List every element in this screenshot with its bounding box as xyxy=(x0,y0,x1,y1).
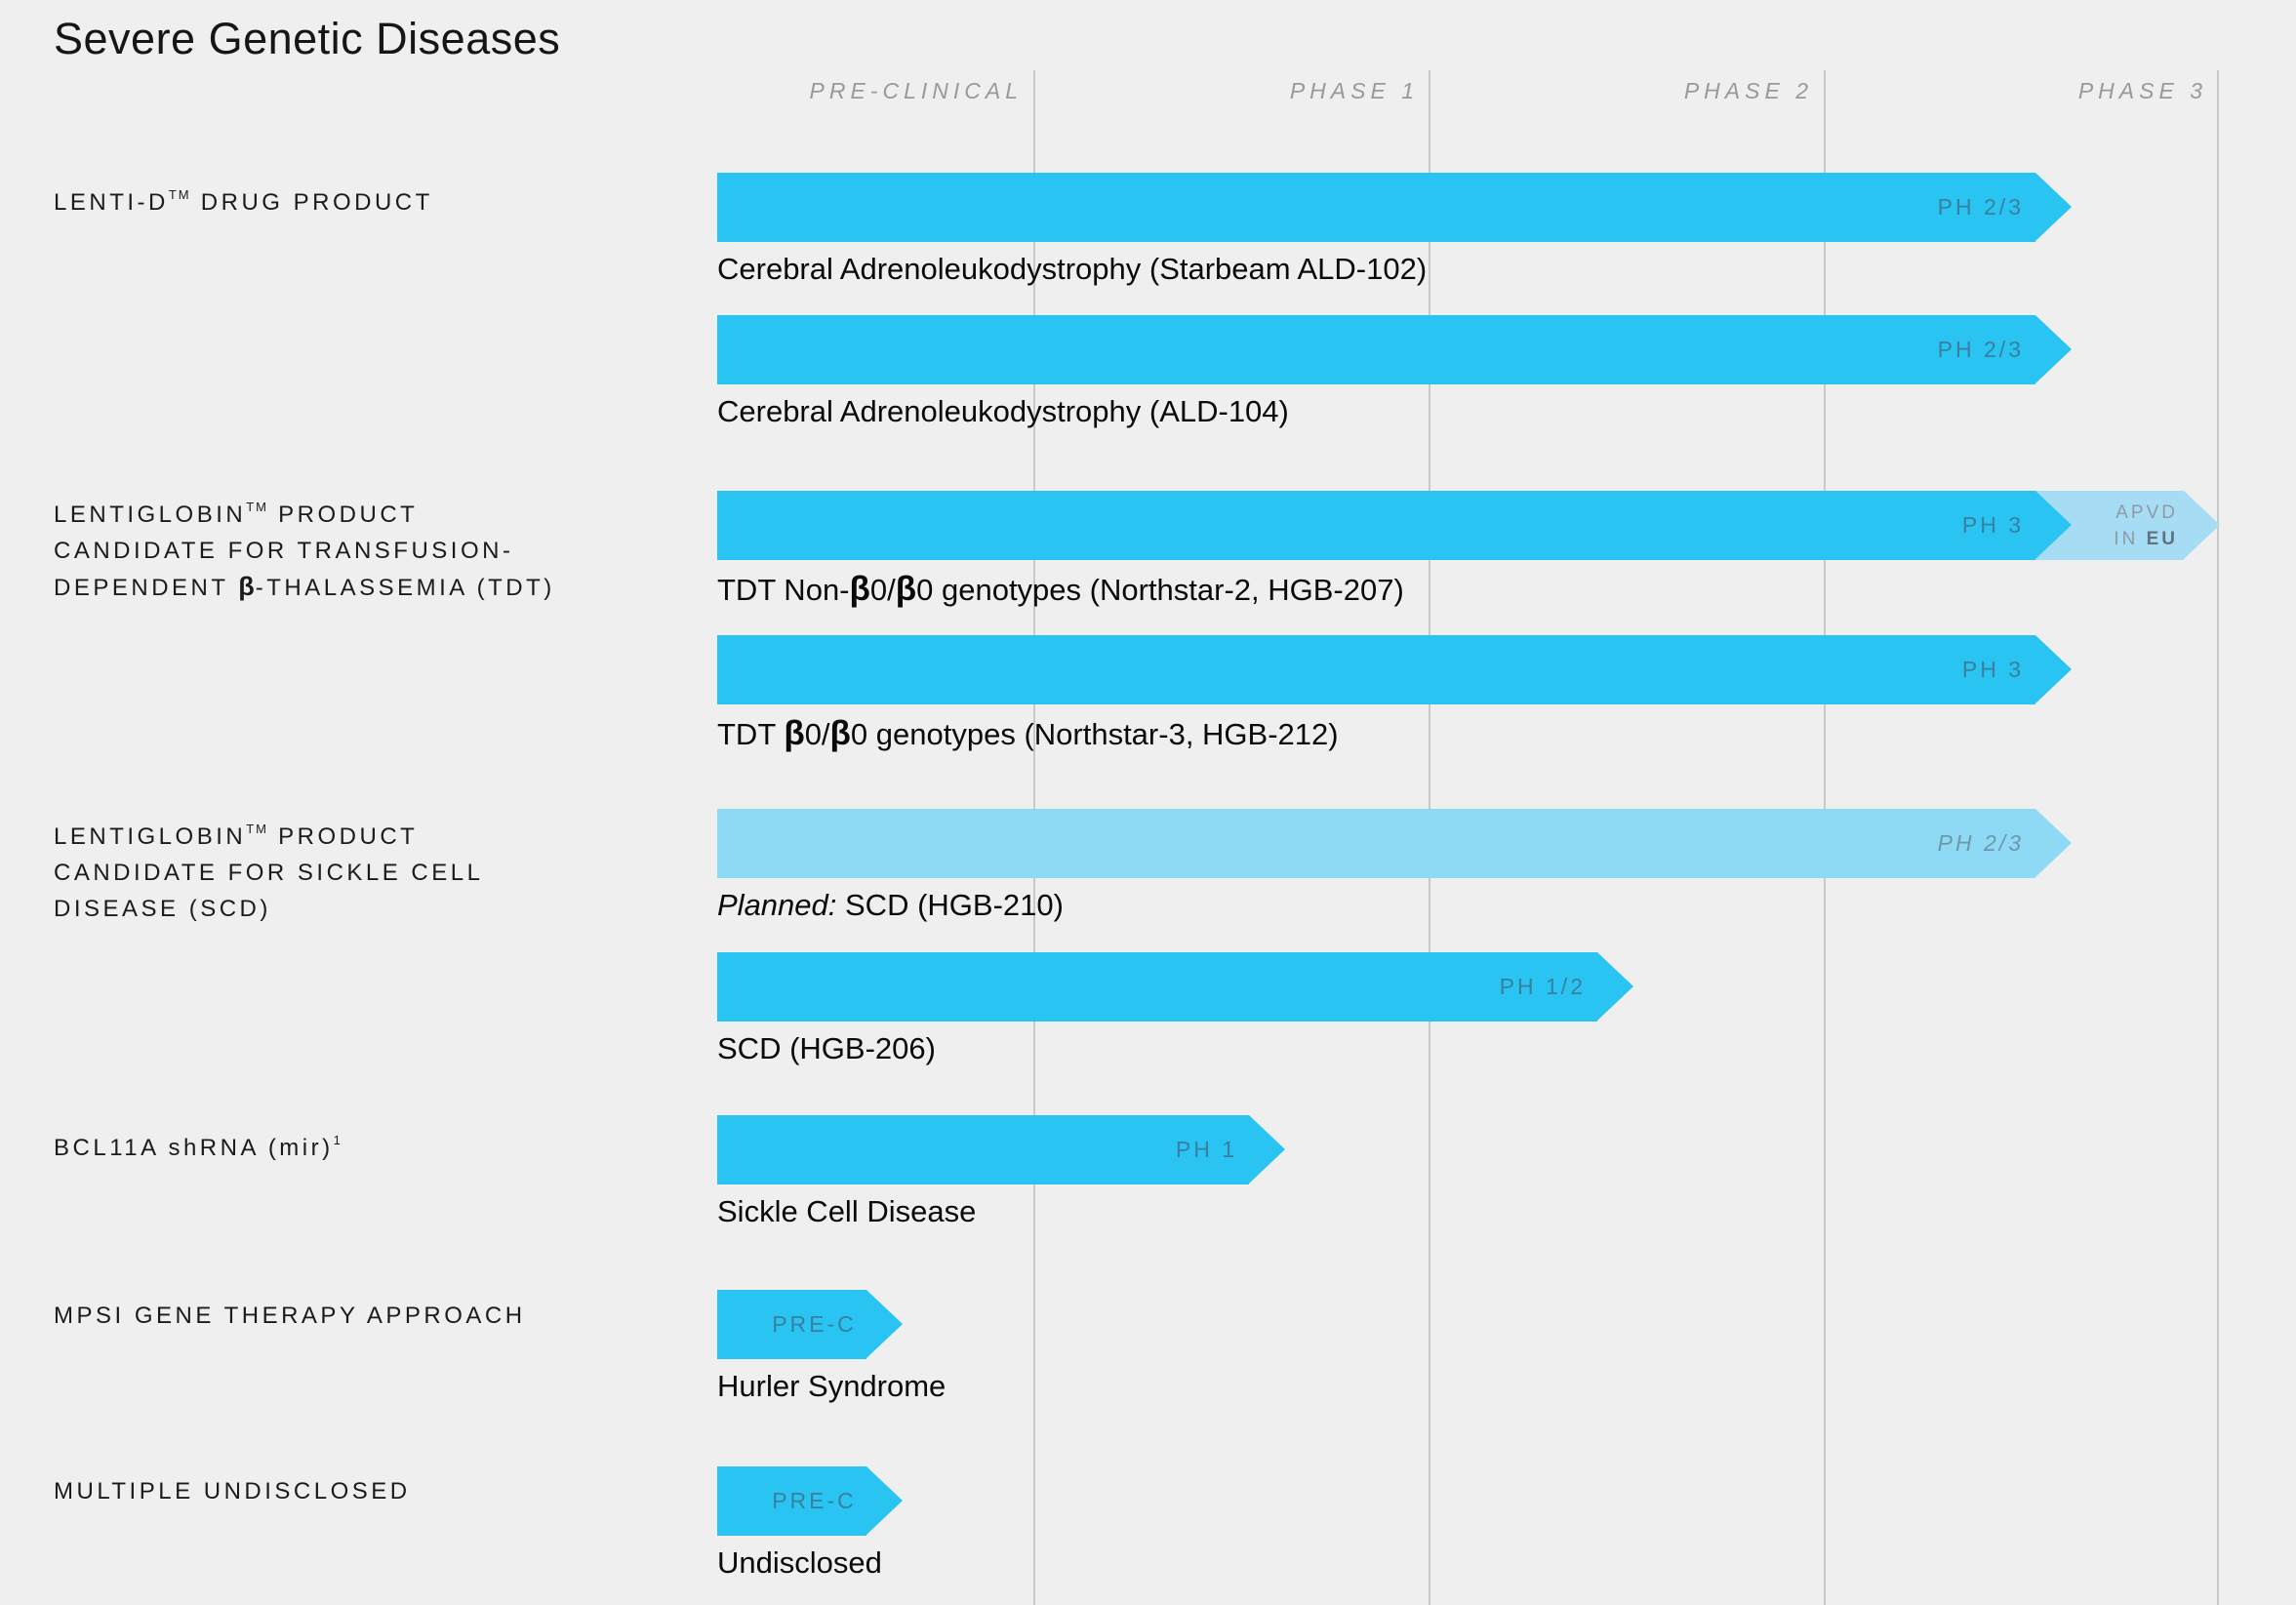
arrow-tip xyxy=(866,1466,903,1535)
arrow-tip xyxy=(1597,952,1633,1021)
study-label-hgb-206: SCD (HGB-206) xyxy=(717,1031,936,1065)
tm-superscript: TM xyxy=(246,822,268,836)
phase-badge: PH 1/2 xyxy=(1499,974,1586,999)
beta-glyph: β xyxy=(849,570,870,608)
pipeline-bar-hurler: PRE-C xyxy=(717,1290,903,1359)
study-label-hgb-212: TDT β0/β0 genotypes (Northstar-3, HGB-21… xyxy=(717,714,1339,752)
phase-badge: PH 2/3 xyxy=(1937,337,2024,362)
column-header-phase3: PHASE 3 xyxy=(2077,78,2207,103)
apvd-eu-label: APVD IN EU xyxy=(2114,502,2178,549)
pipeline-bar-ald-102: PH 2/3 xyxy=(717,173,2072,242)
phase-badge: PRE-C xyxy=(772,1488,857,1513)
pipeline-bar-hgb-212: PH 3 xyxy=(717,635,2072,704)
study-label-sickle-cell-disease: Sickle Cell Disease xyxy=(717,1194,977,1228)
arrow-tip xyxy=(2035,491,2072,559)
gridline-phase3 xyxy=(2217,70,2219,1605)
phase-badge: PH 2/3 xyxy=(1937,830,2024,856)
phase-badge: PH 3 xyxy=(1961,657,2024,682)
program-label-lentiglobin-tdt: LENTIGLOBINTM PRODUCT CANDIDATE FOR TRAN… xyxy=(54,500,555,601)
study-label-hurler-syndrome: Hurler Syndrome xyxy=(717,1369,947,1403)
program-label-bcl11a: BCL11A shRNA (mir)1 xyxy=(54,1133,342,1161)
pipeline-bar-hgb-207: PH 3 xyxy=(717,491,2072,560)
column-header-phase1: PHASE 1 xyxy=(1289,78,1419,103)
column-header-phase2: PHASE 2 xyxy=(1683,78,1813,103)
program-label-lenti-d: LENTI-DTM DRUG PRODUCT xyxy=(54,187,433,216)
pipeline-bar-hgb-210-planned: PH 2/3 xyxy=(717,809,2072,878)
study-label-hgb-210: Planned: SCD (HGB-210) xyxy=(717,888,1064,922)
page-title: Severe Genetic Diseases xyxy=(54,14,561,63)
column-header-preclinical: PRE-CLINICAL xyxy=(809,78,1023,103)
program-label-lentiglobin-scd: LENTIGLOBINTM PRODUCT CANDIDATE FOR SICK… xyxy=(54,822,484,922)
arrow-tip xyxy=(1249,1115,1285,1184)
beta-glyph: β xyxy=(829,714,851,752)
phase-badge: PH 2/3 xyxy=(1937,194,2024,220)
pipeline-bar-bcl11a-scd: PH 1 xyxy=(717,1115,1285,1184)
footnote-superscript: 1 xyxy=(333,1133,342,1147)
study-label-ald-104: Cerebral Adrenoleukodystrophy (ALD-104) xyxy=(717,394,1289,428)
study-label-ald-102: Cerebral Adrenoleukodystrophy (Starbeam … xyxy=(717,252,1428,286)
pipeline-bar-hgb-206: PH 1/2 xyxy=(717,952,1633,1022)
study-label-hgb-207: TDT Non-β0/β0 genotypes (Northstar-2, HG… xyxy=(717,570,1404,608)
arrow-tip xyxy=(866,1290,903,1358)
phase-badge: PRE-C xyxy=(772,1311,857,1337)
pipeline-bar-undisclosed: PRE-C xyxy=(717,1466,903,1536)
arrow-tip xyxy=(2035,635,2072,703)
beta-glyph: β xyxy=(238,572,256,601)
phase-badge: PH 3 xyxy=(1961,512,2024,538)
beta-glyph: β xyxy=(895,570,917,608)
pipeline-bar-ald-104: PH 2/3 xyxy=(717,315,2072,384)
tm-superscript: TM xyxy=(246,500,268,514)
phase-badge: PH 1 xyxy=(1175,1137,1237,1162)
beta-glyph: β xyxy=(784,714,805,752)
arrow-tip xyxy=(2184,491,2220,559)
program-label-multiple-undisclosed: MULTIPLE UNDISCLOSED xyxy=(54,1478,411,1505)
study-label-undisclosed: Undisclosed xyxy=(717,1545,882,1580)
arrow-tip xyxy=(2035,173,2072,241)
tm-superscript: TM xyxy=(168,187,191,202)
arrow-tip xyxy=(2035,809,2072,877)
program-label-mpsi: MPSI GENE THERAPY APPROACH xyxy=(54,1303,526,1329)
arrow-tip xyxy=(2035,315,2072,383)
